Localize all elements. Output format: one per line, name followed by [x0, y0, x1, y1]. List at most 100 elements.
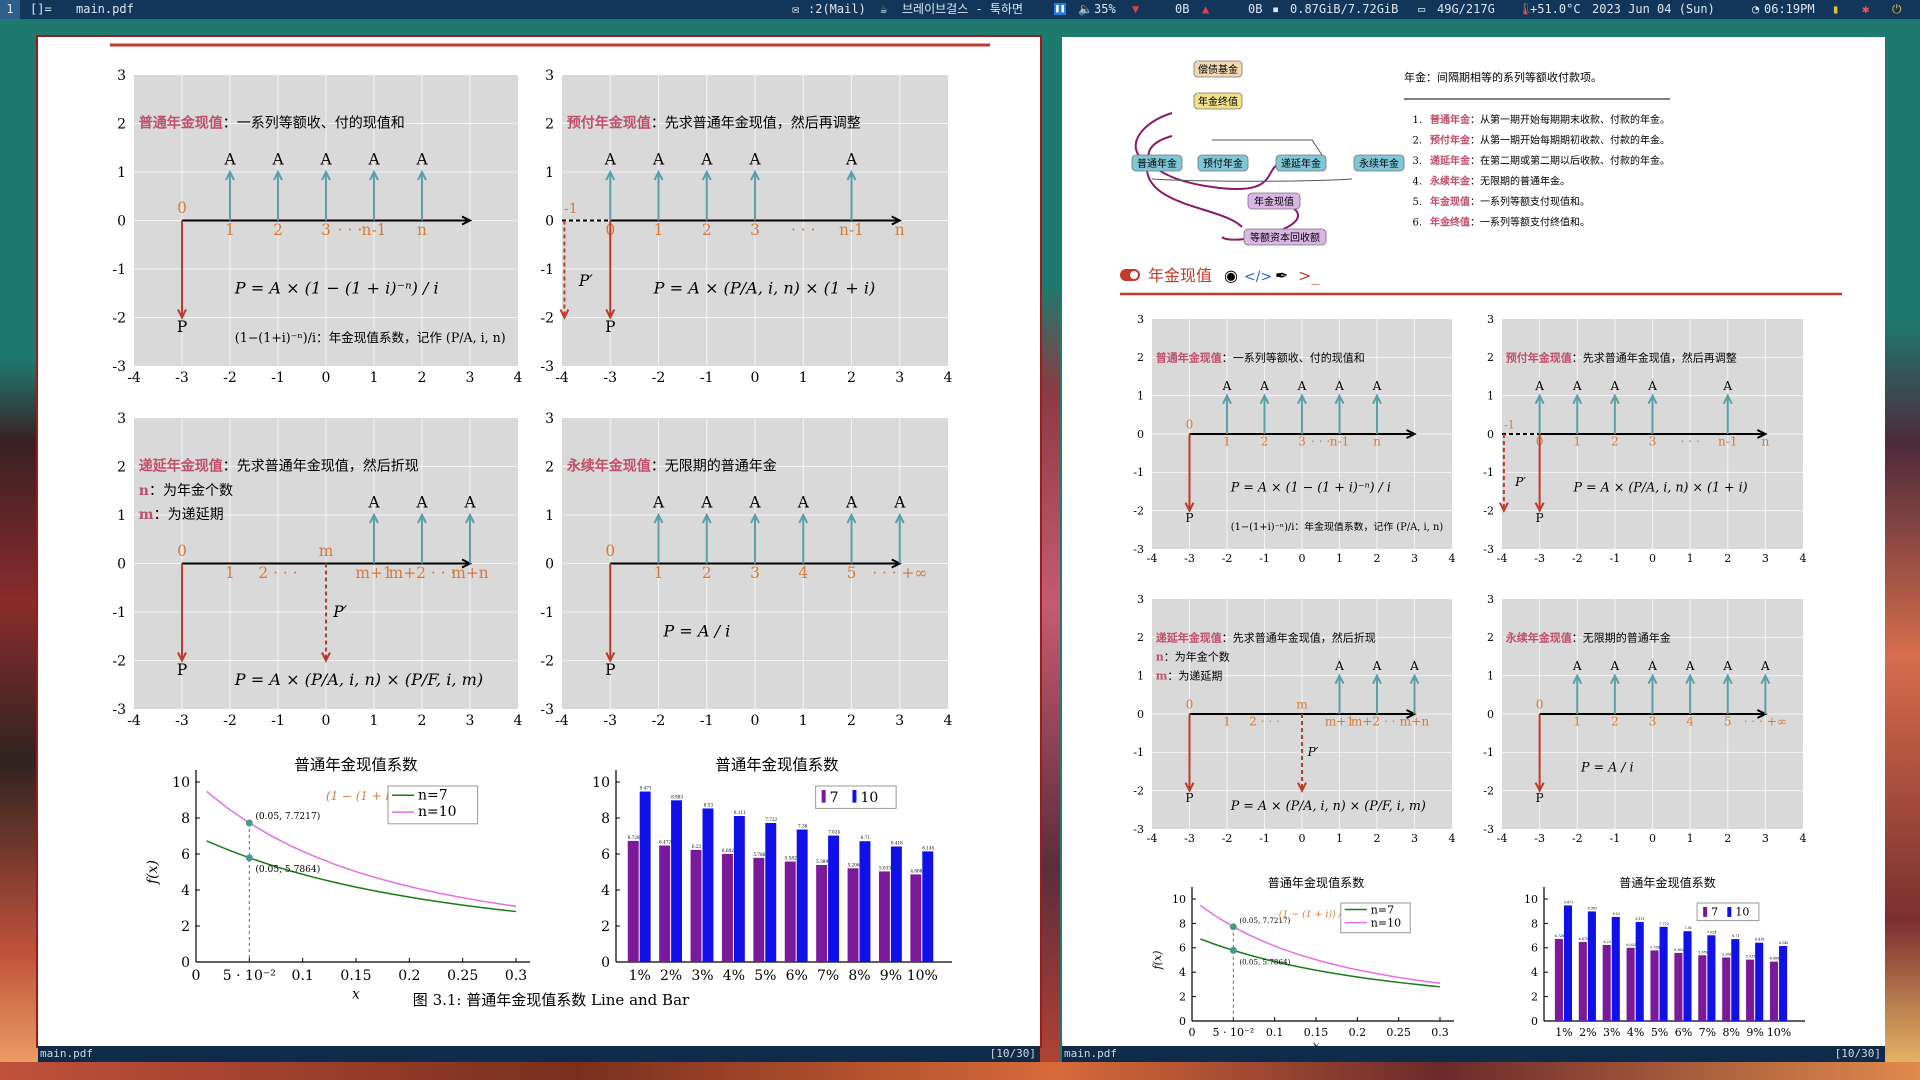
y-tick-label: 4 [181, 883, 190, 899]
period-label: 3 [321, 221, 331, 239]
y-tick-label: 2 [1487, 351, 1494, 364]
x-tick-label: 6% [786, 968, 808, 984]
x-tick-label: -1 [1259, 552, 1270, 565]
y-tick-label: -2 [1133, 785, 1144, 798]
bar-value-label: 8.983 [671, 794, 683, 799]
y-tick-label: 0 [545, 213, 554, 229]
legend-box [387, 785, 479, 825]
definition-item: 普通年金：从第一期开始每期期末收款、付款的年金。 [1430, 113, 1670, 126]
layout-indicator[interactable]: []= [30, 2, 52, 16]
y-tick-label: 1 [117, 508, 126, 524]
note-text: ：无限期的普通年金 [1572, 630, 1671, 644]
x-tick-label: 0 [1649, 552, 1656, 565]
period-label: m+n [1400, 715, 1430, 729]
definition-text: ：在第二期或第二期以后收款、付款的年金。 [1470, 154, 1670, 167]
bar-value-label: 7.024 [1707, 930, 1716, 934]
timeline-panel-ordinary: -4 -3 -2 -1 0 1 2 3 43210-1-2-3普通年金现值：一系列等额收、付的现… [112, 68, 522, 386]
x-tick-label: -3 [175, 370, 189, 386]
note-key: 递延年金现值 [139, 458, 223, 475]
y-tick-label: 1 [117, 165, 126, 181]
timeline-panel-deferred: -4 -3 -2 -1 0 1 2 3 43210-1-2-3递延年金现值：先求普通年金现值，然… [1133, 593, 1455, 845]
arrow-head [1685, 673, 1696, 685]
mindmap-node-perpetuity-box [1353, 154, 1405, 172]
upload-icon: ▲ [1202, 2, 1210, 16]
period-label: m+2 · · · [389, 564, 456, 582]
power-icon[interactable]: ⏻ [1892, 2, 1902, 16]
bar-value-label: 6.472 [659, 840, 671, 845]
n-definition: n：为年金个数 [1156, 650, 1230, 664]
y-tick-label: 3 [545, 411, 554, 427]
definition-number: 2. [1412, 136, 1422, 147]
bar-value-label: 5.786 [753, 852, 765, 857]
net-up: 0B [1248, 2, 1263, 16]
chart-title: 普通年金现值系数 [294, 756, 417, 774]
y-tick-label: -2 [112, 653, 126, 669]
axis-arrow-head [891, 215, 902, 226]
viewer-status-right: main.pdf [10/30] [1062, 1046, 1885, 1062]
bar-7-2% [1578, 942, 1587, 1021]
y-tick-label: 8 [1531, 917, 1538, 930]
y-tick-label: 10 [1524, 893, 1538, 906]
y-tick-label: -2 [1133, 505, 1144, 518]
bar-10-10% [1779, 946, 1788, 1021]
x-tick-label: 2% [660, 968, 682, 984]
x-tick-label: 0.1 [1266, 1026, 1284, 1039]
period-label: n [1761, 435, 1769, 449]
arrow-head [1334, 393, 1345, 405]
y-tick-label: 6 [601, 847, 610, 863]
x-tick-label: -3 [175, 713, 189, 729]
period-label: n [1373, 435, 1381, 449]
bar-7-10% [910, 874, 922, 962]
period-label: 4 [798, 564, 808, 582]
annuity-label: A [1647, 379, 1657, 393]
mindmap-node-due-box [1197, 154, 1249, 172]
bar-10-4% [733, 816, 745, 962]
x-tick-label: 4 [1800, 832, 1807, 845]
period-label: 2 [1611, 715, 1619, 729]
legend-formula: (1 − (1 + i)) / i [1279, 909, 1348, 920]
bar-value-label: 6.472 [1579, 937, 1588, 941]
bar-10-7% [828, 835, 840, 962]
x-tick-label: 3 [1411, 552, 1418, 565]
bar-value-label: 6.71 [1732, 934, 1739, 938]
y-tick-label: -2 [540, 653, 554, 669]
y-tick-label: -3 [112, 702, 126, 718]
annuity-label: A [1372, 379, 1382, 393]
bar-10-4% [1635, 922, 1644, 1021]
arrow-head [1572, 673, 1583, 685]
arrow-head [1334, 673, 1345, 685]
top-status-bar: 1 []= main.pdf ✉ :2(Mail) ☕ 브레이브걸스 - 툭하면… [0, 0, 1920, 19]
pdf-viewer-left[interactable]: -4 -3 -2 -1 0 1 2 3 4 3 2 1 0 -1 -2 -3 普通年金现值：一系列等额收、付的现… [38, 37, 1040, 1046]
workspace-tag[interactable]: 1 [0, 0, 20, 19]
annuity-label: A [1334, 379, 1344, 393]
network-icon: ✱ [1862, 2, 1870, 16]
memory-icon: ▪ [1272, 2, 1280, 16]
x-tick-label: 0.25 [1386, 1026, 1411, 1039]
x-tick-label: 4 [944, 370, 953, 386]
period-start: 0 [177, 542, 187, 560]
x-tick-label: 4 [1449, 832, 1456, 845]
arrow-head [1572, 393, 1583, 405]
pause-icon[interactable]: ❚❚ [1054, 3, 1066, 15]
note-text: ：先求普通年金现值，然后再调整 [651, 115, 861, 132]
x-tick-label: 1% [1555, 1026, 1572, 1039]
period-label: 1 [654, 221, 664, 239]
period-label: 3 [1298, 435, 1306, 449]
bar-value-label: 8.53 [704, 802, 714, 807]
period-label: 5 [1724, 715, 1732, 729]
note: 预付年金现值：先求普通年金现值，然后再调整 [567, 115, 861, 132]
x-tick-label: 3 [1762, 552, 1769, 565]
pdf-viewer-right[interactable]: 偿债基金 年金终值 普通年金 预付年金 递延年金 永续年金 年金现值 等额资本回收额 年金：间隔… [1062, 37, 1885, 1046]
disk-icon: ▭ [1418, 2, 1426, 16]
period-start: 0 [1536, 697, 1544, 711]
annuity-label: A [1222, 379, 1232, 393]
annuity-label: A [271, 151, 284, 169]
bar-value-label: 4.868 [910, 868, 922, 873]
bar-value-label: 5.033 [879, 865, 891, 870]
x-tick-label: 0 [1299, 552, 1306, 565]
annuity-label: A [652, 494, 665, 512]
figure-caption: 图 3.1: 普通年金现值系数 Line and Bar [413, 991, 690, 1009]
y-tick-label: 2 [1137, 351, 1144, 364]
mindmap-node-deferred-box [1275, 154, 1327, 172]
